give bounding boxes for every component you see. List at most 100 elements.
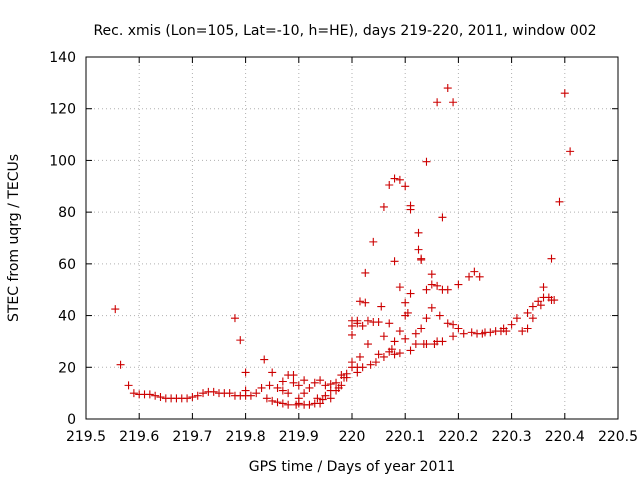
data-point [262, 394, 271, 403]
data-point [268, 368, 277, 377]
data-point [443, 319, 452, 328]
data-point [188, 393, 197, 402]
data-point [278, 377, 287, 386]
data-point [313, 394, 322, 403]
data-point [467, 328, 476, 337]
data-point [379, 202, 388, 211]
data-point [411, 329, 420, 338]
data-point [326, 380, 335, 389]
data-point [433, 98, 442, 107]
data-point [260, 355, 269, 364]
data-point [523, 308, 532, 317]
data-point [385, 180, 394, 189]
data-point [268, 396, 277, 405]
x-tick-label: 219.6 [119, 429, 159, 445]
x-tick-label: 220.3 [492, 429, 532, 445]
data-point [273, 398, 282, 407]
data-point [523, 324, 532, 333]
data-point [265, 381, 274, 390]
data-point [528, 314, 537, 323]
data-point [361, 268, 370, 277]
x-tick-label: 220 [339, 429, 366, 445]
data-point [209, 387, 218, 396]
chart-title: Rec. xmis (Lon=105, Lat=-10, h=HE), days… [93, 23, 596, 39]
data-point [390, 257, 399, 266]
data-point [454, 280, 463, 289]
data-point [555, 197, 564, 206]
data-point [156, 393, 165, 402]
data-point [124, 381, 133, 390]
y-tick-label: 80 [58, 205, 76, 221]
plot-frame [85, 56, 619, 420]
data-point [390, 337, 399, 346]
x-tick-label: 219.8 [226, 429, 266, 445]
data-point [310, 378, 319, 387]
data-point [337, 381, 346, 390]
data-point [355, 297, 364, 306]
data-point [422, 314, 431, 323]
data-point [257, 383, 266, 392]
data-points [111, 84, 575, 409]
data-point [528, 302, 537, 311]
data-point [348, 330, 356, 339]
data-point [550, 296, 559, 305]
data-point [366, 360, 375, 369]
data-point [470, 267, 479, 276]
x-tick-labels: 219.5 219.6 219.7 219.8 219.9 220 220.1 220.2 22… [66, 429, 638, 445]
data-point [358, 363, 367, 372]
y-tick-labels: 0 20 40 60 80 100 120 140 [49, 50, 76, 428]
data-point [417, 254, 426, 263]
data-point [273, 383, 282, 392]
data-point [401, 298, 410, 307]
data-point [374, 318, 383, 327]
data-point [316, 376, 325, 385]
data-point [294, 394, 303, 403]
data-point [433, 281, 442, 290]
x-tick-label: 219.7 [172, 429, 212, 445]
y-axis-label: STEC from uqrg / TECUs [6, 154, 22, 322]
data-point [502, 327, 511, 336]
data-point [438, 213, 447, 222]
data-point [284, 400, 293, 409]
data-point [300, 376, 309, 385]
data-point [422, 157, 431, 166]
data-point [443, 84, 452, 93]
data-point [353, 316, 362, 325]
x-tick-label: 219.9 [279, 429, 319, 445]
y-tick-label: 120 [49, 102, 76, 118]
y-tick-label: 40 [58, 309, 76, 325]
data-point [151, 391, 160, 400]
data-point [395, 349, 404, 358]
data-point [449, 332, 458, 341]
data-point [536, 301, 545, 310]
data-point [547, 254, 556, 263]
data-point [236, 336, 245, 345]
data-point [116, 360, 125, 369]
data-point [305, 383, 314, 392]
data-point [284, 389, 293, 398]
data-point [305, 400, 314, 409]
data-point [321, 391, 330, 400]
data-point [414, 245, 423, 254]
data-point [427, 280, 436, 289]
data-point [417, 324, 426, 333]
data-point [390, 174, 399, 183]
data-point [401, 334, 410, 343]
data-point [363, 316, 372, 325]
data-point [395, 283, 404, 292]
data-point [406, 289, 415, 298]
data-point [486, 328, 495, 337]
x-axis-label: GPS time / Days of year 2011 [249, 459, 456, 475]
data-point [379, 352, 388, 361]
data-point [422, 285, 431, 294]
data-point [390, 350, 399, 359]
data-point [246, 391, 255, 400]
grid-layer [86, 57, 618, 419]
data-point [507, 320, 516, 329]
data-point [403, 308, 412, 317]
data-point [129, 389, 138, 398]
data-point [406, 205, 415, 214]
data-point [435, 311, 444, 320]
data-point [278, 386, 287, 395]
